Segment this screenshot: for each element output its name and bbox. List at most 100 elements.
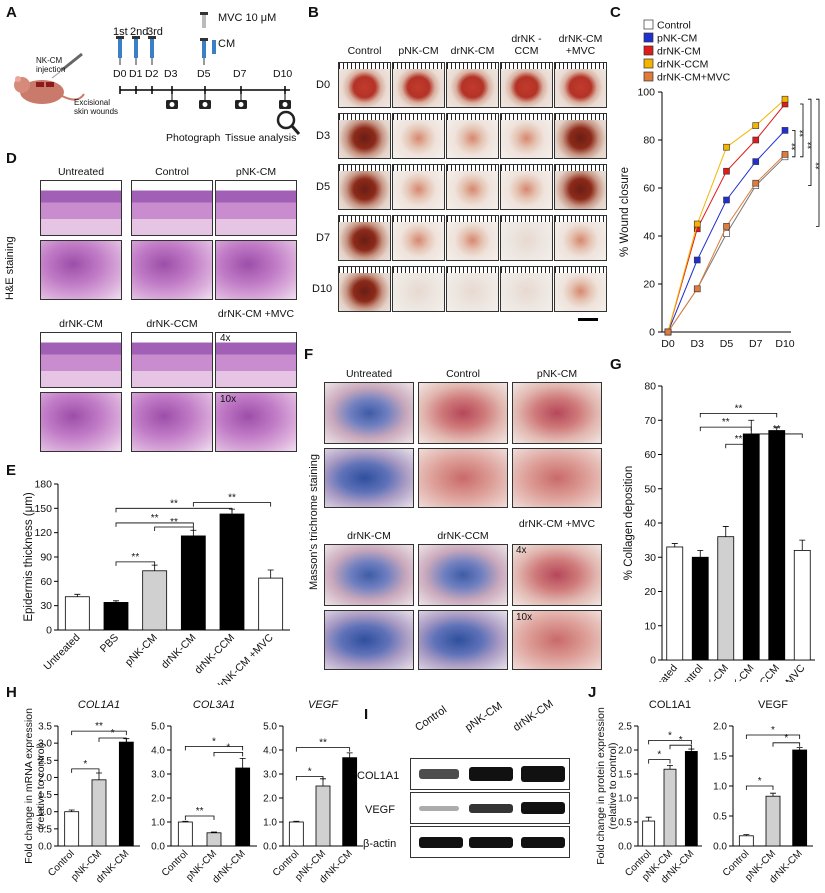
mt-overview-bottom-2 (512, 544, 602, 606)
j1-ytick: 1.5 (618, 770, 632, 781)
h1-ylabel: Fold change in mRNA expression (23, 708, 35, 864)
h2-bar (206, 832, 222, 847)
he-zoom-top-1 (131, 240, 213, 300)
g-ytick: 50 (644, 483, 656, 495)
mt-overview-top-2 (512, 382, 602, 444)
h1-sig-mark: * (111, 728, 115, 739)
mt-bottom-label-2: drNK-CM +MVC (518, 518, 596, 530)
e-sig-bracket (115, 561, 156, 566)
mt-top-label-2: pNK-CM (536, 368, 578, 380)
camera-icon (166, 94, 178, 109)
panel-label-g: G (610, 356, 622, 373)
day-d1: D1 (129, 68, 143, 80)
c-sig-mark: ** (806, 141, 816, 149)
lane-pnk: pNK-CM (463, 699, 505, 734)
e-xtick: pNK-CM (123, 632, 160, 669)
row-label-d0: D0 (316, 79, 331, 91)
h3-sig-bracket (295, 747, 351, 752)
e-sig-bracket (115, 522, 194, 527)
day-d7: D7 (233, 68, 247, 80)
wound-photo-d3-3 (500, 113, 553, 159)
panel-label-f: F (304, 346, 314, 363)
h1-ytick: 1.0 (38, 807, 52, 818)
c-point (781, 127, 789, 134)
ruler (339, 63, 390, 69)
c-point (723, 223, 730, 230)
mt-overview-bottom-0 (324, 544, 414, 606)
h2-title: COL3A1 (193, 699, 235, 711)
mvc-label: MVC 10 μM (218, 12, 277, 24)
e-ytick: 180 (34, 479, 52, 491)
c-sig-bracket (808, 98, 812, 186)
c-xtick: D0 (661, 338, 675, 350)
blot-col1a1 (410, 758, 570, 790)
mt-zoom-top-2 (512, 448, 602, 508)
panel-a-timeline (14, 12, 301, 135)
h3-bar (288, 821, 304, 847)
wound-photo-d5-0 (338, 164, 391, 210)
mt-overview-top-1 (418, 382, 508, 444)
ruler (555, 216, 606, 222)
e-errorbar (113, 600, 119, 603)
he-bottom-label-0: drNK-CM (59, 318, 103, 330)
ruler (501, 63, 552, 69)
wound-photo-d7-4 (554, 215, 607, 261)
g-ytick: 20 (644, 586, 656, 598)
j1-ytick: 0.5 (618, 818, 632, 829)
he-zoom-bottom-0 (40, 392, 122, 452)
c-point (752, 179, 760, 187)
j2-sig-mark: * (784, 733, 788, 744)
c-point (752, 122, 760, 129)
wound-photo-d7-0 (338, 215, 391, 261)
h3-errorbar (293, 820, 300, 822)
g-errorbar (722, 526, 729, 537)
h1-sig-bracket (98, 737, 127, 742)
e-bar (103, 602, 129, 631)
h2-bar (235, 767, 251, 847)
camera-icon (279, 94, 291, 109)
c-point (752, 136, 760, 144)
ruler (447, 63, 498, 69)
h1-bar (64, 811, 80, 847)
c-point (723, 143, 730, 151)
he-overview-top-2 (215, 180, 297, 236)
g-sig-bracket (699, 413, 778, 418)
c-legend-label: drNK-CM (657, 46, 701, 58)
panel-label-i: I (364, 706, 369, 723)
panel-label-c: C (610, 4, 621, 21)
j2-ytick: 0.5 (713, 812, 727, 823)
g-sig-mark: ** (773, 424, 781, 435)
ruler (501, 165, 552, 171)
panel-c-chart: 0 20 40 60 80 100 D0 D3 D5 D7 D10 % Wound closure Co… (619, 20, 824, 351)
j2-bar (738, 835, 754, 847)
h1-bar (118, 741, 134, 847)
mt-bottom-label-0: drNK-CM (347, 530, 391, 542)
c-xtick: D10 (775, 338, 794, 350)
g-ytick: 80 (644, 381, 656, 393)
e-sig-mark: ** (131, 552, 139, 563)
c-ytick: 100 (637, 87, 655, 99)
mt-zoom-bottom-2 (512, 610, 602, 670)
ruler (501, 267, 552, 273)
c-legend-swatch (643, 32, 654, 43)
e-xtick: drNK-CM (159, 632, 198, 671)
h2-ytick: 5.0 (151, 722, 165, 733)
ruler (393, 165, 444, 171)
he-staining-label: H&E staining (4, 236, 16, 300)
row-label-d10: D10 (312, 283, 333, 295)
h3-ytick: 2.0 (263, 794, 277, 805)
panel-label-j: J (588, 684, 597, 701)
h3-ytick: 3.0 (263, 770, 277, 781)
wound-photo-d0-3 (500, 62, 553, 108)
e-bar (64, 596, 90, 631)
panel-g-chart: 01020304050607080UntreatedControlpNK-CMd… (623, 381, 815, 682)
he-top-label-1: Control (155, 166, 189, 178)
e-sig-bracket (115, 507, 233, 513)
panel-label-h: H (6, 684, 17, 701)
wound-photo-d3-0 (338, 113, 391, 159)
mt-zoom-bottom-0 (324, 610, 414, 670)
wound-photo-d3-2 (446, 113, 499, 159)
j1-sig-mark: * (657, 750, 661, 761)
he-bottom-label-2: drNK-CM +MVC (217, 308, 295, 320)
h1-ylabel: (relative to control) (35, 743, 47, 830)
